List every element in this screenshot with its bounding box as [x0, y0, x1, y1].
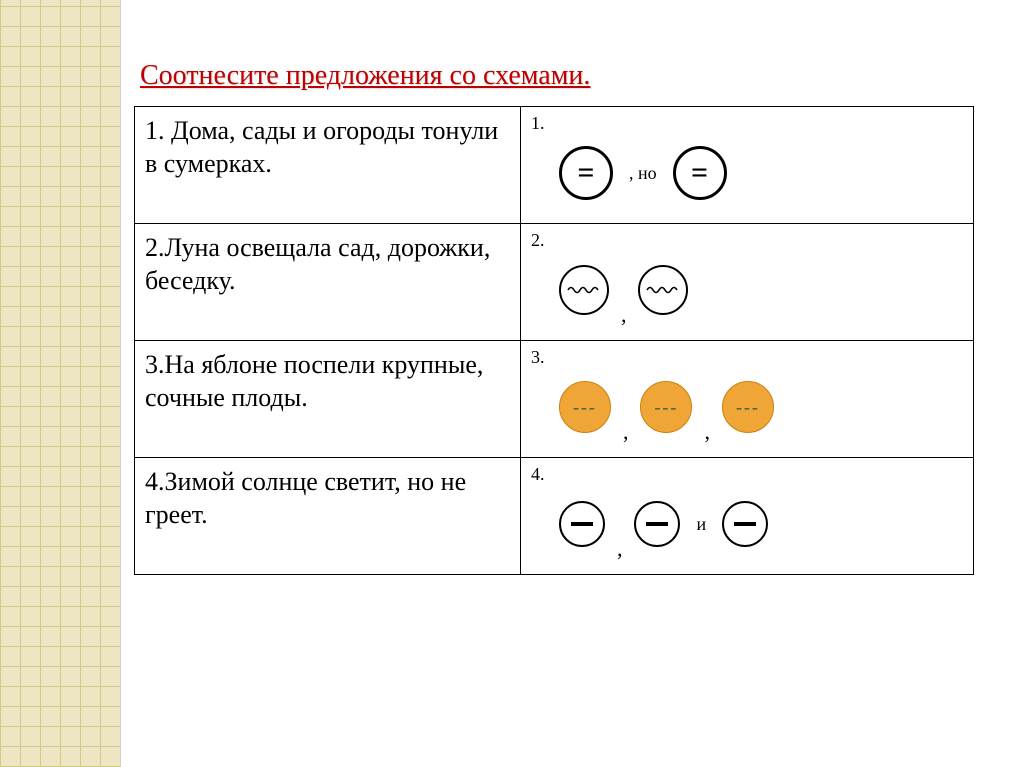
sentence-cell: 2.Луна освещала сад, дорожки, беседку. [135, 224, 521, 341]
sentence-text: Зимой солнце светит, но не греет. [145, 467, 466, 529]
separator-text: , [617, 304, 631, 330]
sentence-text: Дома, сады и огороды тонули в сумерках. [145, 116, 498, 178]
sentence-num: 4. [145, 467, 165, 496]
orange-dash-circle-icon: --- [722, 381, 774, 433]
table-row: 3.На яблоне поспели крупные, сочные плод… [135, 341, 974, 458]
wave-circle-icon [638, 265, 688, 315]
separator-text: , [619, 421, 633, 447]
content-area: Соотнесите предложения со схемами. 1. До… [120, 0, 1024, 575]
sentence-cell: 1. Дома, сады и огороды тонули в сумерка… [135, 107, 521, 224]
orange-dash-circle-icon: --- [559, 381, 611, 433]
schema-num: 1. [531, 113, 545, 134]
decorative-sidebar [0, 0, 121, 767]
equals-circle-icon: = [673, 146, 727, 200]
sentence-num: 3. [145, 350, 165, 379]
line-circle-icon [559, 501, 605, 547]
table-row: 1. Дома, сады и огороды тонули в сумерка… [135, 107, 974, 224]
separator-text: , [700, 421, 714, 447]
schema-num: 3. [531, 347, 545, 368]
separator-text: , но [621, 163, 665, 184]
line-circle-icon [634, 501, 680, 547]
schema-cell: 4. , и [520, 458, 973, 575]
schema-line-triple: , и [531, 466, 963, 564]
schema-num: 2. [531, 230, 545, 251]
orange-dash-circle-icon: --- [640, 381, 692, 433]
schema-cell: 3. --- , --- , --- [520, 341, 973, 458]
schema-cell: 2. , [520, 224, 973, 341]
exercise-table: 1. Дома, сады и огороды тонули в сумерка… [134, 106, 974, 575]
sentence-cell: 3.На яблоне поспели крупные, сочные плод… [135, 341, 521, 458]
sentence-cell: 4.Зимой солнце светит, но не греет. [135, 458, 521, 575]
schema-wave-pair: , [531, 232, 963, 330]
table-row: 2.Луна освещала сад, дорожки, беседку. 2… [135, 224, 974, 341]
wave-circle-icon [559, 265, 609, 315]
sentence-text: Луна освещала сад, дорожки, беседку. [145, 233, 490, 295]
equals-circle-icon: = [559, 146, 613, 200]
schema-cell: 1. = , но = [520, 107, 973, 224]
schema-orange-triple: --- , --- , --- [531, 349, 963, 447]
sentence-num: 2. [145, 233, 165, 262]
table-row: 4.Зимой солнце светит, но не греет. 4. ,… [135, 458, 974, 575]
separator-text: , [613, 538, 627, 564]
separator-text: и [688, 514, 714, 535]
page-title: Соотнесите предложения со схемами. [140, 60, 984, 92]
schema-equals-pair: = , но = [531, 115, 963, 213]
sentence-text: На яблоне поспели крупные, сочные плоды. [145, 350, 483, 412]
sentence-num: 1. [145, 116, 165, 145]
schema-num: 4. [531, 464, 545, 485]
line-circle-icon [722, 501, 768, 547]
